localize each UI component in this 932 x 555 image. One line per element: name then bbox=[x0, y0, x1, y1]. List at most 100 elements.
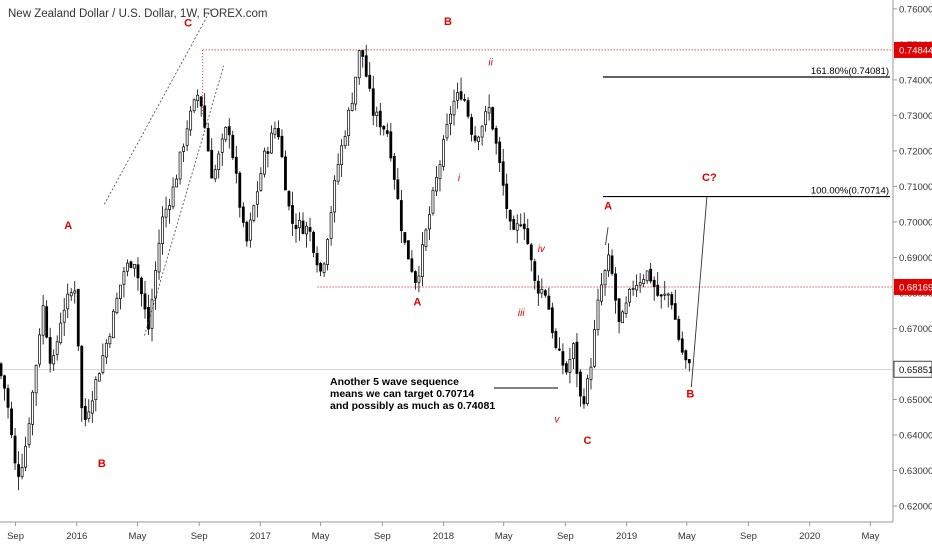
wave-label: B bbox=[686, 389, 694, 401]
candle-body bbox=[547, 295, 551, 310]
candle-body bbox=[522, 223, 526, 230]
candle-body bbox=[248, 219, 252, 241]
candle-body bbox=[66, 293, 70, 310]
candle-body bbox=[55, 341, 59, 355]
candle-body bbox=[108, 336, 112, 345]
x-tick-label: May bbox=[312, 531, 330, 542]
candle-body bbox=[564, 363, 568, 373]
candle-body bbox=[326, 239, 330, 265]
candle-body bbox=[52, 355, 56, 365]
candle-body bbox=[90, 400, 94, 414]
y-tick-label: 0.69000 bbox=[899, 253, 932, 264]
candle-body bbox=[536, 280, 540, 294]
candle-body bbox=[62, 309, 66, 323]
candle-body bbox=[354, 76, 358, 105]
candle-body bbox=[600, 284, 603, 302]
wave-label: C bbox=[184, 18, 192, 30]
y-tick-label: 0.62000 bbox=[899, 502, 932, 513]
candle-body bbox=[515, 223, 519, 231]
candle-body bbox=[115, 297, 119, 314]
note-line: and possibly as much as 0.74081 bbox=[330, 400, 495, 412]
y-tick-label: 0.72000 bbox=[899, 146, 932, 157]
y-tick-label: 0.65000 bbox=[899, 395, 932, 406]
candle-body bbox=[13, 435, 17, 464]
x-tick-label: Sep bbox=[374, 531, 391, 542]
candle-body bbox=[554, 331, 558, 348]
candle-body bbox=[413, 271, 417, 283]
candle-body bbox=[459, 91, 463, 100]
candle-body bbox=[491, 107, 495, 130]
candle-body bbox=[27, 423, 31, 445]
candle-body bbox=[45, 306, 49, 338]
candle-body bbox=[610, 255, 614, 274]
candle-body bbox=[20, 467, 24, 478]
candle-body bbox=[607, 254, 610, 272]
candle-body bbox=[614, 273, 617, 301]
candle-body bbox=[666, 293, 670, 296]
x-tick-label: May bbox=[128, 531, 146, 542]
candle-body bbox=[624, 302, 628, 314]
candle-body bbox=[284, 156, 287, 191]
candle-body bbox=[315, 253, 319, 266]
candle-body bbox=[628, 288, 632, 303]
candle-body bbox=[111, 310, 115, 339]
wave-a-line bbox=[605, 227, 609, 246]
subwave-label: v bbox=[554, 415, 560, 426]
candle-body bbox=[206, 127, 210, 152]
x-tick-label: 2018 bbox=[433, 531, 454, 542]
candle-body bbox=[168, 205, 171, 210]
candle-body bbox=[473, 135, 477, 141]
candle-body bbox=[140, 277, 143, 295]
candle-body bbox=[449, 113, 452, 124]
candle-body bbox=[340, 145, 344, 166]
candle-body bbox=[557, 348, 561, 351]
candle-body bbox=[80, 345, 84, 409]
candle-body bbox=[519, 224, 523, 227]
candle-body bbox=[31, 391, 35, 425]
price-level-tag-text: 0.74844 bbox=[899, 45, 932, 56]
candle-body bbox=[101, 355, 105, 373]
y-tick-label: 0.64000 bbox=[899, 431, 932, 442]
candle-body bbox=[357, 50, 361, 79]
y-tick-label: 0.63000 bbox=[899, 466, 932, 477]
candle-body bbox=[596, 299, 600, 331]
x-tick-label: May bbox=[678, 531, 696, 542]
candle-body bbox=[262, 150, 266, 175]
x-tick-label: Sep bbox=[557, 531, 574, 542]
y-tick-label: 0.70000 bbox=[899, 217, 932, 228]
candle-body bbox=[670, 294, 674, 306]
candle-body bbox=[603, 270, 607, 286]
current-price-tag bbox=[893, 360, 932, 378]
x-tick-label: May bbox=[861, 531, 879, 542]
candle-body bbox=[438, 164, 442, 179]
candle-body bbox=[213, 169, 217, 180]
price-level-tag-text: 0.68169 bbox=[899, 282, 932, 293]
candle-body bbox=[122, 271, 126, 285]
candle-body bbox=[126, 262, 129, 272]
candle-body bbox=[203, 105, 207, 128]
candle-body bbox=[635, 284, 639, 291]
candle-body bbox=[684, 350, 688, 361]
candle-body bbox=[136, 264, 140, 279]
candle-body bbox=[154, 270, 157, 299]
candle-body bbox=[255, 191, 259, 205]
candle-body bbox=[526, 228, 530, 245]
candle-body bbox=[298, 219, 301, 229]
candle-body bbox=[220, 138, 224, 153]
candle-body bbox=[396, 179, 400, 200]
candle-body bbox=[364, 55, 368, 77]
x-tick-label: Sep bbox=[191, 531, 208, 542]
candle-body bbox=[38, 334, 42, 365]
candle-body bbox=[593, 329, 596, 367]
candle-body bbox=[403, 232, 407, 243]
candle-body bbox=[73, 290, 77, 294]
wave-label: B bbox=[98, 458, 106, 470]
candle-body bbox=[6, 388, 10, 408]
candle-body bbox=[508, 210, 512, 222]
candle-body bbox=[617, 298, 621, 322]
channel-upper-line bbox=[103, 8, 212, 205]
subwave-label: iii bbox=[518, 308, 525, 319]
candle-body bbox=[164, 208, 168, 218]
candle-body bbox=[399, 200, 403, 232]
candle-body bbox=[336, 164, 340, 182]
